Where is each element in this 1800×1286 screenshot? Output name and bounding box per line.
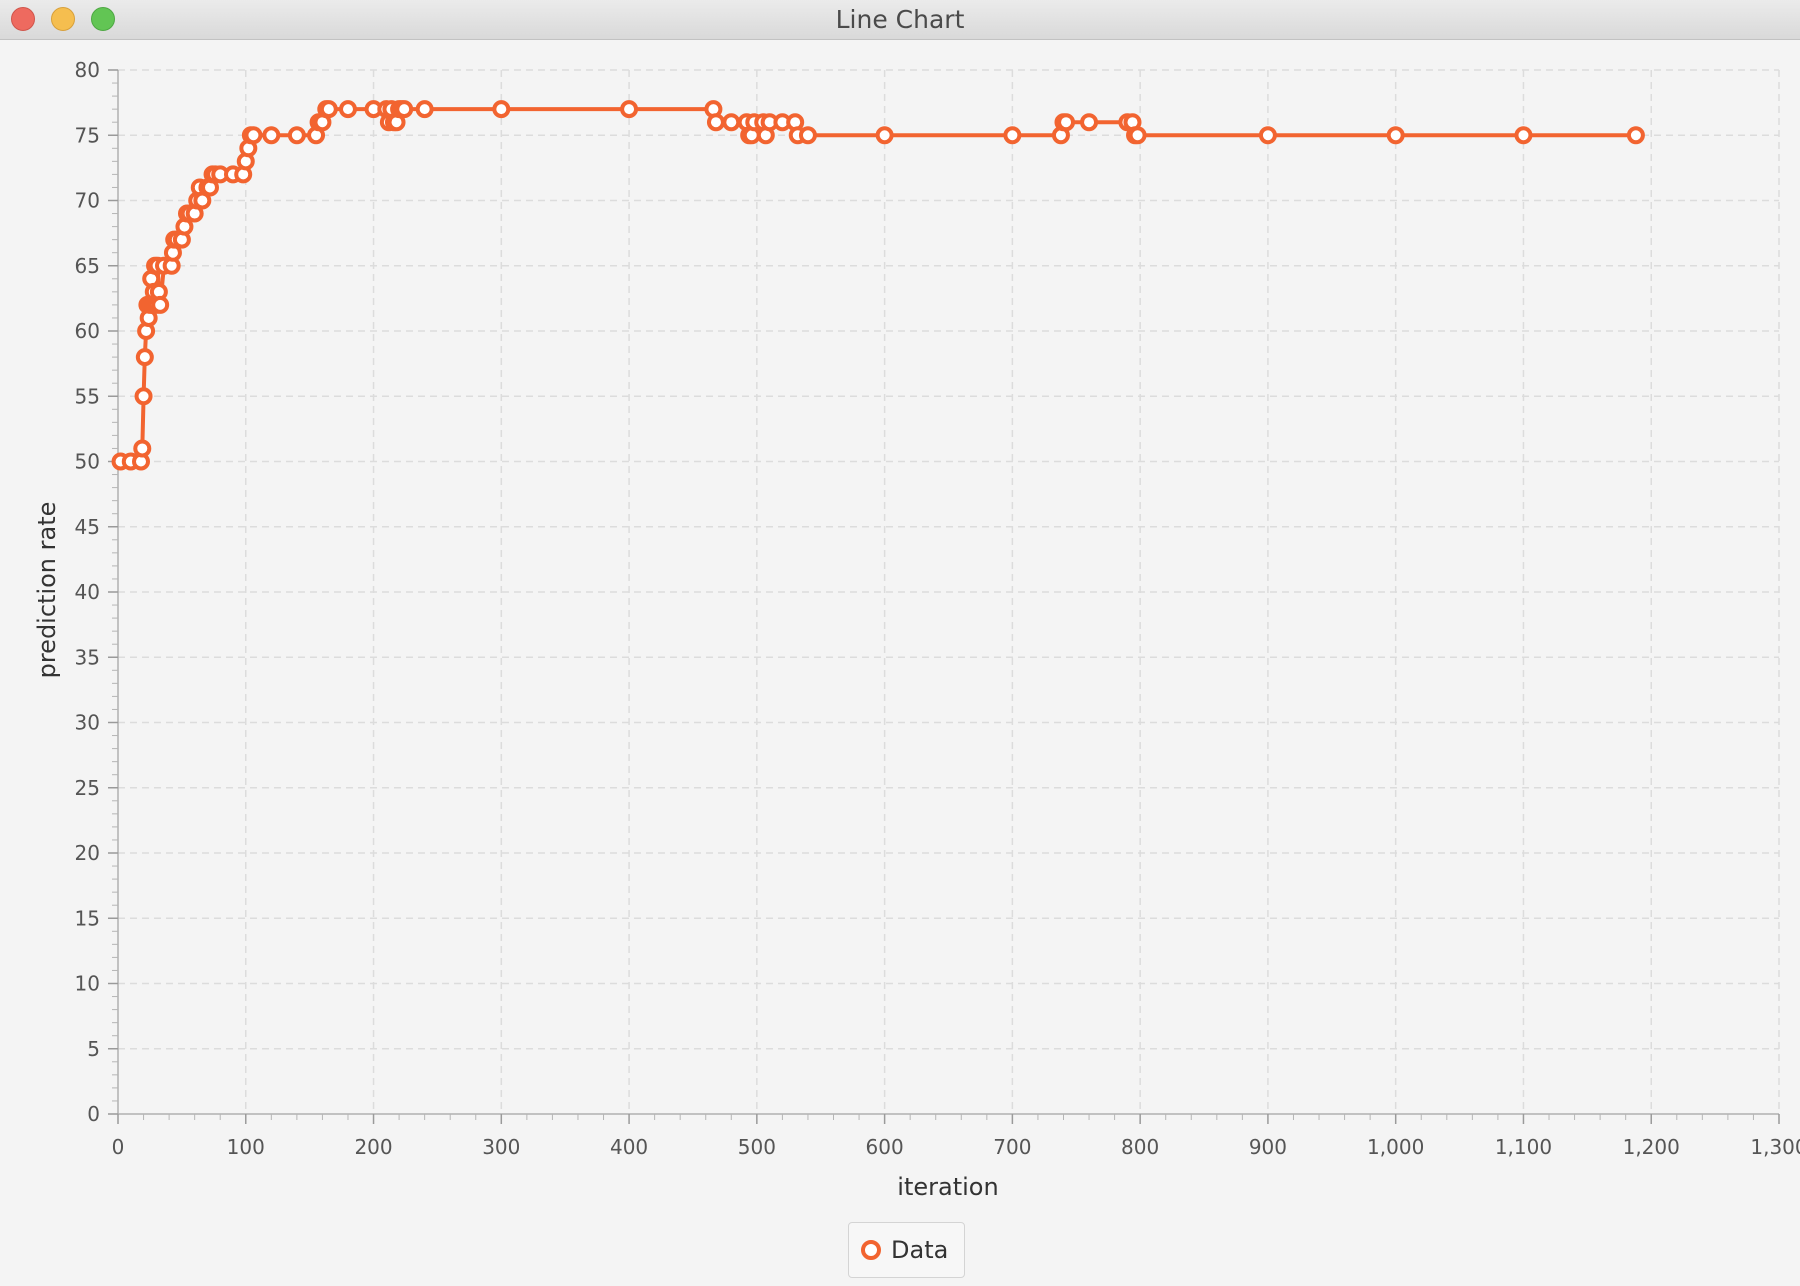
legend-label: Data (891, 1236, 949, 1264)
data-point (1057, 113, 1076, 132)
line-chart: 0 100 200 300 400 500 600 700 800 900 1,000 1,100 1,… (33, 58, 1800, 1201)
x-tick-label: 600 (866, 1135, 904, 1159)
y-tick-label: 50 (75, 450, 100, 474)
y-tick-label: 30 (75, 711, 100, 735)
y-tick-label: 75 (75, 123, 100, 147)
data-point (415, 100, 434, 119)
legend-marker-icon (861, 1240, 881, 1260)
data-point (1386, 126, 1405, 145)
y-tick-label: 35 (75, 645, 100, 669)
y-tick-label: 60 (75, 319, 100, 343)
data-point (1626, 126, 1645, 145)
y-tick-label: 25 (75, 776, 100, 800)
minimize-window-button[interactable] (51, 7, 75, 31)
data-point (492, 100, 511, 119)
x-tick-label: 900 (1249, 1135, 1287, 1159)
data-point (1258, 126, 1277, 145)
y-tick-label: 45 (75, 515, 100, 539)
maximize-window-button[interactable] (91, 7, 115, 31)
data-point (1003, 126, 1022, 145)
x-tick-label: 100 (227, 1135, 265, 1159)
series-line (120, 107, 1636, 464)
y-axis-title: prediction rate (33, 502, 61, 679)
data-point (338, 100, 357, 119)
data-point (287, 126, 306, 145)
y-tick-label: 55 (75, 384, 100, 408)
data-point (875, 126, 894, 145)
data-point (706, 113, 725, 132)
data-point (722, 113, 741, 132)
y-tick-label: 0 (87, 1102, 100, 1126)
window-title: Line Chart (835, 5, 965, 34)
data-point (1514, 126, 1533, 145)
x-tick-label: 1,300 (1750, 1135, 1800, 1159)
x-tick-label: 1,200 (1623, 1135, 1680, 1159)
data-point (1128, 126, 1147, 145)
close-window-button[interactable] (11, 7, 35, 31)
axes: 0 100 200 300 400 500 600 700 800 900 1,000 1,100 1,… (75, 58, 1800, 1159)
y-tick-label: 70 (75, 189, 100, 213)
x-tick-label: 1,000 (1367, 1135, 1424, 1159)
data-point (798, 126, 817, 145)
legend: Data (848, 1222, 966, 1278)
title-bar[interactable]: Line Chart (0, 0, 1800, 40)
data-point (133, 439, 152, 458)
y-tick-label: 20 (75, 841, 100, 865)
data-point (134, 387, 153, 406)
x-tick-label: 200 (354, 1135, 392, 1159)
x-tick-label: 700 (993, 1135, 1031, 1159)
data-point (244, 126, 263, 145)
x-tick-label: 1,100 (1495, 1135, 1552, 1159)
y-tick-label: 15 (75, 906, 100, 930)
x-tick-label: 300 (482, 1135, 520, 1159)
data-point (395, 100, 414, 119)
x-tick-label: 0 (112, 1135, 125, 1159)
data-point (319, 100, 338, 119)
data-point (135, 348, 154, 367)
data-point (620, 100, 639, 119)
x-tick-label: 400 (610, 1135, 648, 1159)
y-tick-label: 40 (75, 580, 100, 604)
x-axis-title: iteration (897, 1173, 998, 1201)
y-tick-label: 10 (75, 972, 100, 996)
y-tick-label: 80 (75, 58, 100, 82)
data-point (1080, 113, 1099, 132)
y-tick-label: 5 (87, 1037, 100, 1061)
data-point (151, 295, 170, 314)
x-tick-label: 500 (738, 1135, 776, 1159)
data-point (262, 126, 281, 145)
x-tick-label: 800 (1121, 1135, 1159, 1159)
y-tick-label: 65 (75, 254, 100, 278)
grid-lines (118, 69, 1780, 1114)
series-data (111, 100, 1645, 471)
